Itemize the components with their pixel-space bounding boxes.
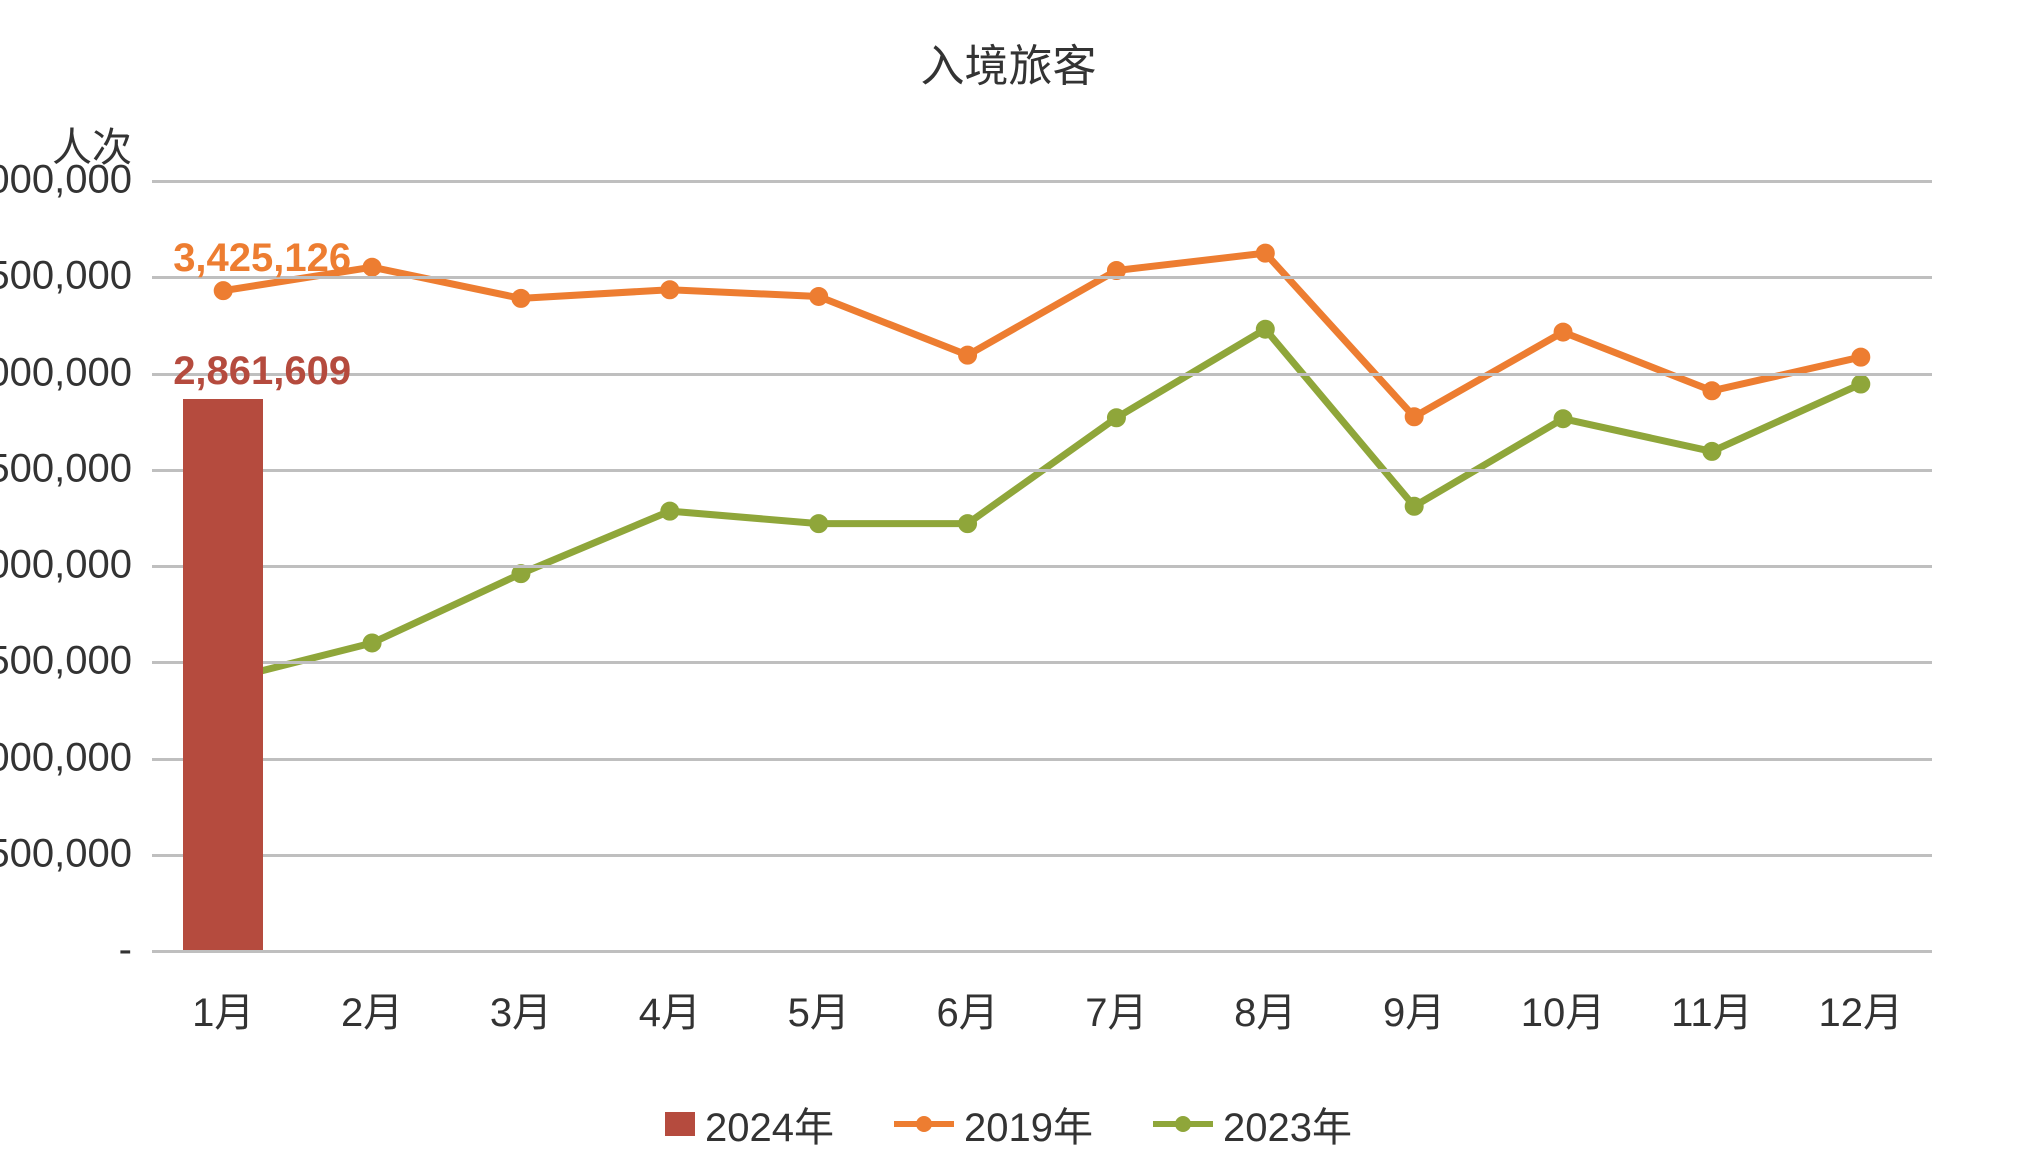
gridline — [152, 565, 1932, 568]
legend-swatch-bar — [665, 1112, 695, 1136]
legend-item: 2024年 — [665, 1095, 834, 1153]
marker-2023年 — [810, 515, 828, 533]
bar-2024 — [183, 399, 263, 950]
x-tick-label: 8月 — [1234, 950, 1296, 1038]
legend-swatch-line — [1153, 1112, 1213, 1136]
y-tick-label: 4,000,000 — [0, 158, 152, 203]
marker-2023年 — [1256, 320, 1274, 338]
x-tick-label: 3月 — [490, 950, 552, 1038]
marker-2023年 — [959, 515, 977, 533]
gridline — [152, 276, 1932, 279]
y-tick-label: 2,500,000 — [0, 446, 152, 491]
marker-2019年 — [1256, 244, 1274, 262]
data-label-2024: 2,861,609 — [173, 349, 351, 394]
plot-area: -500,0001,000,0001,500,0002,000,0002,500… — [152, 180, 1932, 950]
x-tick-label: 11月 — [1671, 950, 1753, 1038]
x-tick-label: 4月 — [639, 950, 701, 1038]
y-tick-label: 3,000,000 — [0, 350, 152, 395]
x-tick-label: 10月 — [1521, 950, 1606, 1038]
marker-2019年 — [810, 287, 828, 305]
marker-2023年 — [1107, 409, 1125, 427]
marker-2019年 — [661, 281, 679, 299]
marker-2019年 — [1405, 408, 1423, 426]
x-tick-label: 9月 — [1383, 950, 1445, 1038]
marker-2023年 — [1703, 442, 1721, 460]
visitors-chart: 入境旅客 人次 -500,0001,000,0001,500,0002,000,… — [0, 0, 2017, 1173]
marker-2019年 — [1852, 348, 1870, 366]
gridline — [152, 950, 1932, 953]
legend-label: 2019年 — [964, 1095, 1093, 1153]
gridline — [152, 661, 1932, 664]
legend-item: 2023年 — [1153, 1095, 1352, 1153]
marker-2023年 — [661, 502, 679, 520]
x-tick-label: 6月 — [936, 950, 998, 1038]
marker-2023年 — [363, 634, 381, 652]
gridline — [152, 758, 1932, 761]
y-tick-label: - — [119, 928, 152, 973]
y-tick-label: 2,000,000 — [0, 543, 152, 588]
gridline — [152, 469, 1932, 472]
legend: 2024年 2019年 2023年 — [0, 1095, 2017, 1153]
gridline — [152, 180, 1932, 183]
marker-2023年 — [1405, 497, 1423, 515]
x-tick-label: 12月 — [1819, 950, 1904, 1038]
marker-2019年 — [959, 346, 977, 364]
data-label-2019年: 3,425,126 — [173, 236, 351, 281]
x-tick-label: 5月 — [788, 950, 850, 1038]
chart-title: 入境旅客 — [0, 30, 2017, 94]
y-tick-label: 3,500,000 — [0, 254, 152, 299]
line-2023年 — [223, 329, 1861, 680]
marker-2019年 — [363, 258, 381, 276]
x-tick-label: 7月 — [1085, 950, 1147, 1038]
marker-2019年 — [214, 282, 232, 300]
marker-2019年 — [1703, 382, 1721, 400]
x-tick-label: 1月 — [192, 950, 254, 1038]
legend-label: 2024年 — [705, 1095, 834, 1153]
gridline — [152, 854, 1932, 857]
legend-swatch-line — [894, 1112, 954, 1136]
marker-2019年 — [1554, 323, 1572, 341]
y-tick-label: 500,000 — [0, 831, 152, 876]
marker-2023年 — [1852, 375, 1870, 393]
x-tick-label: 2月 — [341, 950, 403, 1038]
marker-2023年 — [1554, 410, 1572, 428]
legend-item: 2019年 — [894, 1095, 1093, 1153]
y-tick-label: 1,000,000 — [0, 735, 152, 780]
gridline — [152, 373, 1932, 376]
y-tick-label: 1,500,000 — [0, 639, 152, 684]
marker-2019年 — [512, 289, 530, 307]
legend-label: 2023年 — [1223, 1095, 1352, 1153]
